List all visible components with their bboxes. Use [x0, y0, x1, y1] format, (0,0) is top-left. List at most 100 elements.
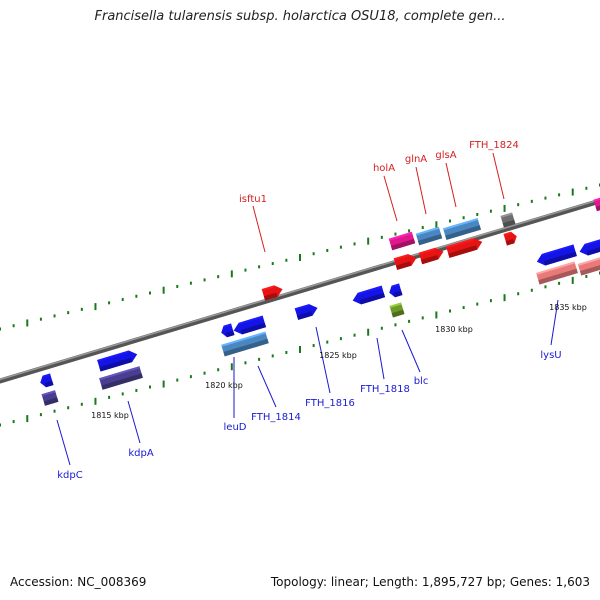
feature-shade — [595, 204, 600, 212]
feature-highlight — [238, 315, 264, 325]
tick-mark — [299, 254, 301, 261]
FTH_1816-arrow — [294, 304, 318, 320]
tick-mark — [258, 265, 261, 269]
backbone-line — [0, 198, 600, 384]
tick-mark — [339, 337, 342, 341]
tick-mark — [271, 262, 274, 266]
backbone-highlight — [0, 198, 600, 381]
feature-shade — [43, 397, 59, 406]
feature-highlight — [500, 212, 513, 218]
leader-line-FTH_1818 — [376, 337, 385, 380]
tick-mark — [503, 294, 506, 302]
tick-mark — [53, 409, 56, 413]
tick-mark — [353, 242, 356, 246]
gene-features — [40, 196, 600, 406]
tick-mark — [585, 186, 588, 190]
tick-mark — [189, 281, 192, 285]
tick-mark — [258, 357, 261, 361]
feature-shade — [420, 255, 439, 265]
feature-body — [536, 244, 577, 266]
feature-highlight — [536, 261, 576, 275]
tick-mark — [326, 248, 329, 252]
tick-mark — [39, 317, 42, 321]
tick-mark — [408, 229, 411, 233]
tick-mark — [121, 298, 124, 302]
glnA-arrow — [418, 247, 444, 265]
tick-mark — [517, 292, 520, 296]
tick-mark — [0, 423, 1, 427]
tick-mark — [108, 395, 111, 399]
feature-shade — [445, 225, 481, 240]
tick-mark — [462, 306, 465, 310]
tick-mark — [203, 371, 206, 375]
gene-label-kdpA: kdpA — [128, 448, 153, 459]
feature-shade — [395, 261, 412, 270]
glsA-block — [443, 218, 481, 240]
leader-line-kdpC — [56, 419, 71, 466]
tick-mark — [285, 350, 288, 354]
feature-shade — [99, 357, 133, 372]
tick-mark — [326, 340, 329, 344]
tick-mark — [503, 204, 506, 212]
gene-label-lysU: lysU — [540, 350, 561, 361]
tick-mark — [517, 203, 520, 207]
leader-line-kdpA — [127, 400, 141, 444]
tick-mark — [149, 385, 151, 389]
leader-line-blc — [401, 329, 421, 373]
leader-line-FTH_1814 — [257, 365, 277, 408]
feature-shade — [448, 245, 478, 258]
tick-mark — [39, 413, 42, 417]
feature-highlight — [418, 247, 436, 255]
kdpC-block — [41, 390, 59, 406]
leuD-arrow — [221, 323, 235, 338]
tick-mark — [558, 281, 561, 285]
tick-mark — [299, 346, 301, 353]
topology-text: Topology: linear; Length: 1,895,727 bp; … — [270, 575, 590, 589]
feature-highlight — [388, 231, 413, 241]
kbp-label: 1825 kbp — [319, 351, 357, 360]
leader-line-glnA — [415, 166, 427, 215]
FTH_1824-block — [500, 212, 516, 228]
feature-highlight — [391, 283, 400, 288]
lysU-arrow — [536, 244, 577, 266]
tick-mark — [380, 235, 383, 239]
tick-mark — [26, 319, 29, 327]
blc-arrow — [389, 283, 403, 298]
tick-mark — [571, 276, 574, 284]
kdpC-arrow-blue — [40, 373, 54, 388]
tick-mark — [26, 415, 29, 423]
holA-arrow — [393, 254, 417, 270]
feature-highlight — [584, 238, 600, 246]
tick-mark — [421, 316, 424, 320]
tick-mark — [108, 301, 111, 305]
label-leaders — [56, 152, 559, 466]
gene-label-FTH_1824: FTH_1824 — [469, 140, 519, 151]
tick-mark — [462, 216, 465, 220]
feature-highlight — [577, 256, 600, 266]
feature-highlight — [99, 366, 140, 381]
feature-highlight — [97, 350, 130, 362]
gene-labels: kdpC kdpA leuD FTH_1814 FTH_1816 FTH_1818 blc l… — [57, 140, 561, 481]
gene-label-isftu1: isftu1 — [239, 194, 267, 205]
tick-mark — [149, 291, 151, 295]
glsA-arrow — [446, 238, 483, 258]
FTH_1824-arrow — [503, 231, 517, 246]
tick-mark — [312, 252, 315, 256]
feature-highlight — [41, 390, 56, 397]
feature-shade — [390, 238, 416, 251]
edge-block-salmon — [577, 256, 600, 276]
leader-line-FTH_1816 — [315, 326, 331, 394]
tick-mark — [449, 309, 451, 313]
map-title: Francisella tularensis subsp. holarctica… — [94, 9, 506, 24]
tick-mark — [489, 299, 492, 303]
gene-label-blc: blc — [414, 376, 429, 387]
tick-mark — [230, 270, 233, 278]
feature-shade — [225, 330, 235, 338]
feature-shade — [538, 268, 578, 285]
tick-mark — [394, 232, 397, 236]
tick-mark — [339, 245, 342, 249]
tick-mark — [367, 237, 370, 245]
tick-mark — [135, 388, 138, 392]
leader-line-lysU — [550, 299, 559, 346]
